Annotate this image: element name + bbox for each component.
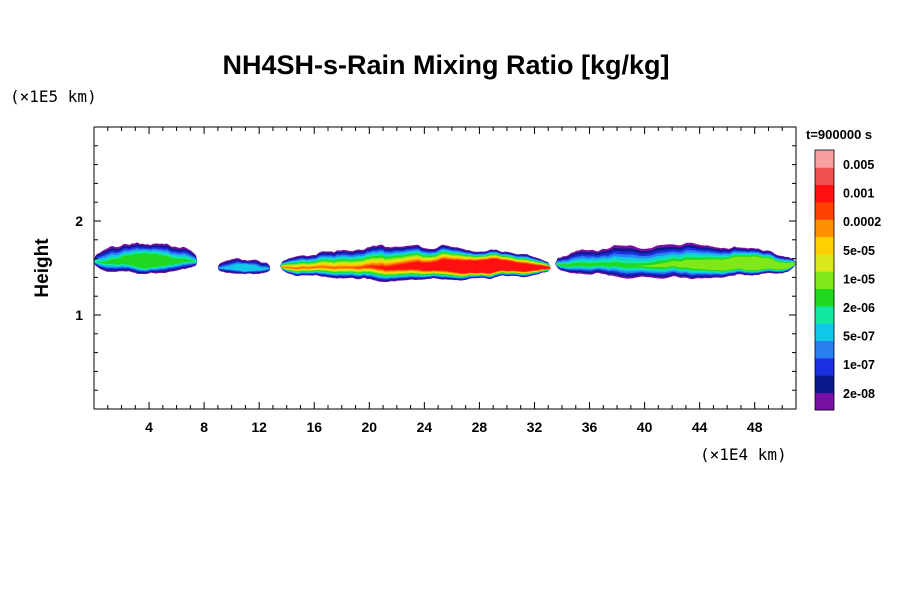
colorbar-label: 5e-05 bbox=[843, 244, 875, 258]
cloud-contour-band bbox=[279, 258, 551, 274]
y-axis-label: Height bbox=[32, 238, 53, 298]
x-tick-label: 12 bbox=[251, 419, 267, 435]
colorbar-swatch bbox=[815, 288, 834, 307]
colorbar-swatch bbox=[815, 323, 834, 342]
x-tick-label: 20 bbox=[362, 419, 378, 435]
cloud-contour-band bbox=[555, 256, 796, 271]
cloud-field bbox=[94, 242, 796, 283]
colorbar-swatch bbox=[815, 167, 834, 186]
y-tick-label: 1 bbox=[75, 307, 83, 323]
colorbar-label: 2e-08 bbox=[843, 387, 875, 401]
x-tick-label: 8 bbox=[200, 419, 208, 435]
x-tick-label: 36 bbox=[582, 419, 598, 435]
colorbar-swatch bbox=[815, 375, 834, 394]
colorbar-swatch bbox=[815, 271, 834, 290]
time-label: t=900000 s bbox=[806, 127, 872, 142]
colorbar-label: 0.001 bbox=[843, 187, 874, 201]
colorbar-swatch bbox=[815, 219, 834, 238]
x-tick-label: 48 bbox=[747, 419, 763, 435]
colorbar-label: 2e-06 bbox=[843, 301, 875, 315]
colorbar-swatch bbox=[815, 184, 834, 203]
x-tick-label: 40 bbox=[637, 419, 653, 435]
colorbar-swatch bbox=[815, 340, 834, 359]
x-unit-label: (×1E4 km) bbox=[700, 445, 787, 464]
colorbar-swatch bbox=[815, 392, 834, 411]
colorbar-swatch bbox=[815, 254, 834, 272]
x-tick-label: 24 bbox=[417, 419, 433, 435]
colorbar-swatch bbox=[815, 150, 834, 168]
y-tick-label: 2 bbox=[75, 213, 83, 229]
colorbar-label: 1e-07 bbox=[843, 358, 875, 372]
x-tick-label: 32 bbox=[527, 419, 543, 435]
colorbar: 0.005 0.001 0.0002 5e-05 1e-05 2e-06 5e-07 1e-0… bbox=[814, 149, 881, 411]
colorbar-swatch bbox=[815, 358, 834, 376]
x-tick-label: 44 bbox=[692, 419, 708, 435]
colorbar-swatch bbox=[815, 306, 834, 324]
plot-frame bbox=[93, 126, 797, 410]
colorbar-label: 0.005 bbox=[843, 158, 874, 172]
x-tick-label: 16 bbox=[306, 419, 322, 435]
colorbar-label: 1e-05 bbox=[843, 272, 875, 286]
x-tick-label: 28 bbox=[472, 419, 488, 435]
chart-title: NH4SH-s-Rain Mixing Ratio [kg/kg] bbox=[222, 50, 669, 80]
cloud-contour-band bbox=[217, 263, 271, 272]
cloud-contour-band bbox=[94, 253, 198, 269]
colorbar-swatch bbox=[815, 202, 834, 220]
colorbar-frame bbox=[814, 149, 835, 411]
y-unit-label: (×1E5 km) bbox=[10, 87, 97, 106]
x-tick-label: 4 bbox=[145, 419, 153, 435]
colorbar-label: 5e-07 bbox=[843, 330, 875, 344]
colorbar-swatch bbox=[815, 236, 834, 255]
colorbar-label: 0.0002 bbox=[843, 215, 881, 229]
